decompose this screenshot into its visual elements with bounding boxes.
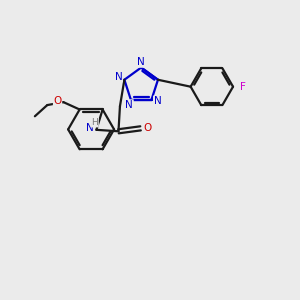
Text: N: N	[86, 123, 94, 133]
Text: F: F	[240, 82, 246, 92]
Text: N: N	[115, 72, 122, 82]
Text: N: N	[154, 96, 161, 106]
Text: N: N	[125, 100, 133, 110]
Text: H: H	[92, 118, 98, 127]
Text: N: N	[137, 57, 145, 67]
Text: O: O	[53, 96, 62, 106]
Text: O: O	[143, 123, 151, 133]
